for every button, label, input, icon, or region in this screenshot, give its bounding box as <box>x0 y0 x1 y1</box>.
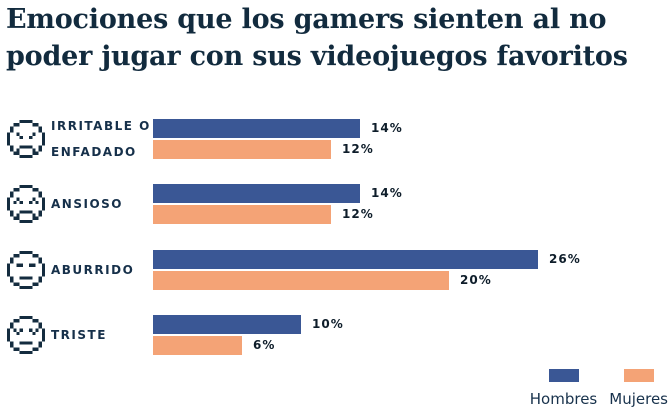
chart-row: TRISTE 10% 6% <box>0 315 670 355</box>
value-label-hombres: 10% <box>312 317 344 331</box>
chart-legend: Hombres Mujeres <box>530 369 668 408</box>
bar-hombres <box>153 250 538 269</box>
value-label-hombres: 14% <box>371 121 403 135</box>
chart-title-line-1: Emociones que los gamers sienten al no <box>6 4 607 35</box>
chart-title-line-2: poder jugar con sus videojuegos favorito… <box>6 41 628 72</box>
legend-swatch <box>548 369 579 382</box>
category-label-line: ABURRIDO <box>51 263 135 277</box>
chart-row: IRRITABLE O ENFADADO 14% 12% <box>0 119 670 159</box>
value-label-hombres: 26% <box>549 252 581 266</box>
bar-hombres <box>153 184 360 203</box>
sad-face-icon <box>7 316 45 354</box>
category-label-line: IRRITABLE O <box>51 119 151 133</box>
category-label-line: ANSIOSO <box>51 197 123 211</box>
bored-face-icon <box>7 251 45 289</box>
value-label-mujeres: 12% <box>342 207 374 221</box>
angry-face-icon <box>7 120 45 158</box>
category-label-line: ENFADADO <box>51 145 137 159</box>
legend-item: Hombres <box>530 369 597 408</box>
legend-swatch <box>623 369 654 382</box>
chart-row: ANSIOSO 14% 12% <box>0 184 670 224</box>
bar-hombres <box>153 315 301 334</box>
category-label: ABURRIDO <box>51 257 134 283</box>
chart-row: ABURRIDO 26% 20% <box>0 250 670 290</box>
value-label-mujeres: 20% <box>460 273 492 287</box>
legend-label: Hombres <box>529 390 598 408</box>
anxious-face-icon <box>7 185 45 223</box>
bar-mujeres <box>153 271 449 290</box>
value-label-mujeres: 6% <box>253 338 276 352</box>
legend-item: Mujeres <box>609 369 668 408</box>
category-label: IRRITABLE O ENFADADO <box>51 113 151 165</box>
legend-label: Mujeres <box>609 390 668 408</box>
bar-mujeres <box>153 205 331 224</box>
bar-mujeres <box>153 336 242 355</box>
category-label: ANSIOSO <box>51 191 123 217</box>
category-label-line: TRISTE <box>51 328 107 342</box>
value-label-mujeres: 12% <box>342 142 374 156</box>
chart-title: Emociones que los gamers sienten al no p… <box>6 1 628 75</box>
bar-mujeres <box>153 140 331 159</box>
category-label: TRISTE <box>51 322 107 348</box>
value-label-hombres: 14% <box>371 186 403 200</box>
bar-hombres <box>153 119 360 138</box>
